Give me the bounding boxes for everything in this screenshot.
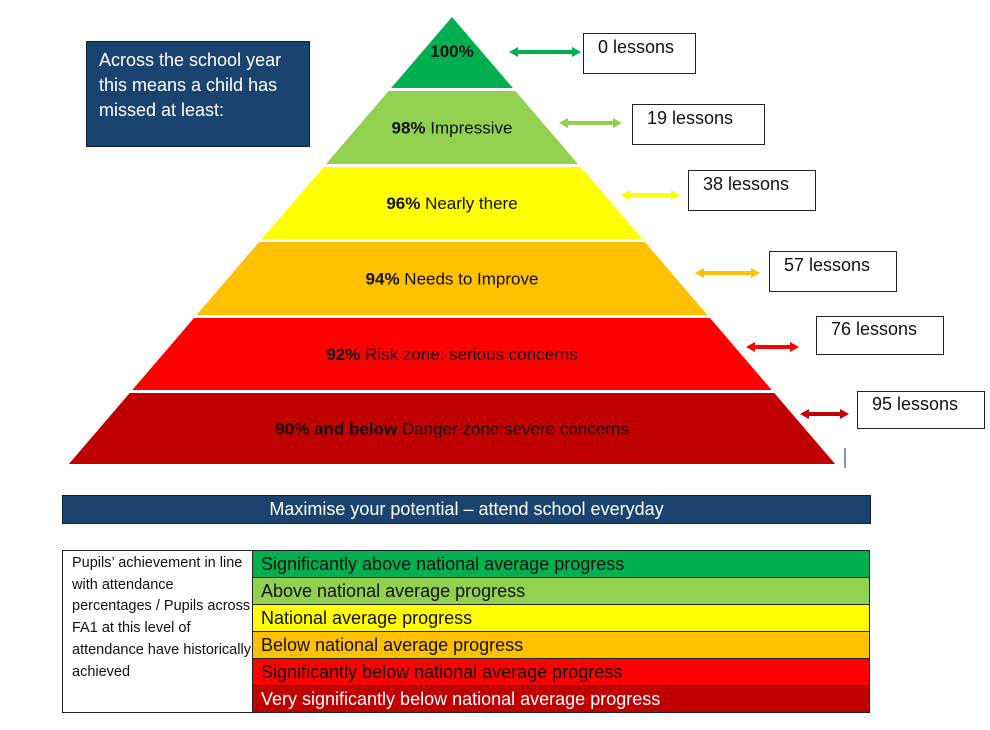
pyramid-band-label: 94% Needs to Improve [366, 270, 539, 289]
lessons-missed-box: 57 lessons [769, 251, 897, 292]
band-percent: 90% and below [275, 420, 398, 439]
pyramid-band [68, 393, 836, 464]
table-description: Pupils’ achievement in line with attenda… [63, 551, 253, 712]
lessons-missed-box: 38 lessons [688, 170, 816, 211]
double-arrow-icon [621, 190, 680, 200]
progress-row: Significantly below national average pro… [253, 659, 869, 686]
pyramid-band [132, 318, 772, 390]
lessons-missed-box: 0 lessons [583, 33, 696, 74]
double-arrow-icon [800, 409, 849, 419]
banner-text: Maximise your potential – attend school … [269, 499, 664, 519]
pyramid-band-label: 96% Nearly there [386, 194, 517, 213]
pyramid-band [196, 242, 708, 315]
double-arrow-icon [559, 118, 622, 128]
band-percent: 98% [392, 119, 426, 138]
progress-row: Above national average progress [253, 578, 869, 605]
banner: Maximise your potential – attend school … [62, 495, 871, 524]
pyramid-band [326, 91, 578, 164]
progress-row: Significantly above national average pro… [253, 551, 869, 578]
double-arrow-icon [509, 47, 581, 57]
band-description: Impressive [426, 119, 513, 138]
pyramid-band-label: 98% Impressive [392, 119, 513, 138]
band-percent: 100% [430, 42, 473, 61]
info-box: Across the school year this means a chil… [86, 41, 310, 147]
double-arrow-icon [746, 342, 799, 352]
band-description: Nearly there [420, 194, 517, 213]
lessons-missed-box: 95 lessons [857, 391, 985, 429]
band-description: Needs to Improve [400, 270, 539, 289]
lessons-missed-box: 76 lessons [816, 316, 944, 355]
pyramid-band-label: 92% Risk zone: serious concerns [326, 345, 577, 364]
band-percent: 94% [366, 270, 400, 289]
lessons-missed-box: 19 lessons [632, 104, 765, 145]
pyramid-band [391, 17, 513, 88]
progress-row: Below national average progress [253, 632, 869, 659]
info-text: Across the school year this means a chil… [99, 50, 282, 120]
progress-row: Very significantly below national averag… [253, 686, 869, 712]
band-percent: 96% [386, 194, 420, 213]
pyramid-band-label: 90% and below Danger zone:severe concern… [275, 420, 628, 439]
band-description: Danger zone:severe concerns [397, 420, 629, 439]
progress-table: Pupils’ achievement in line with attenda… [62, 550, 870, 713]
pyramid-band [261, 167, 643, 239]
pyramid-band-label: 100% [430, 42, 473, 61]
band-percent: 92% [326, 345, 360, 364]
double-arrow-icon [695, 268, 760, 278]
progress-row: National average progress [253, 605, 869, 632]
attendance-pyramid: 100% 98% Impressive 96% Nearly there 94%… [68, 17, 849, 468]
band-description: Risk zone: serious concerns [360, 345, 577, 364]
